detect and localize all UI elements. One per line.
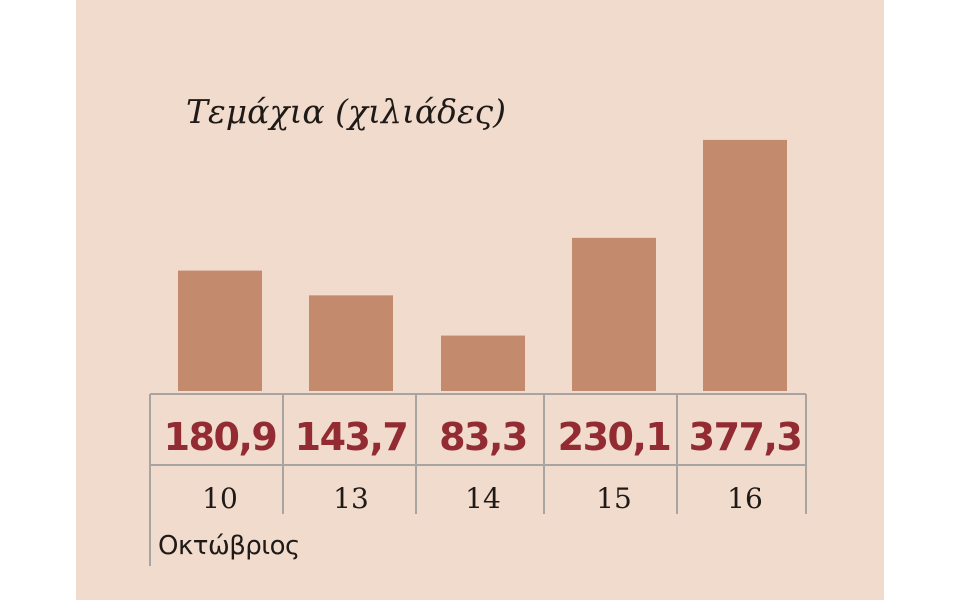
category-label-13: 13 — [333, 482, 369, 515]
value-label-10: 180,9 — [164, 415, 277, 459]
value-label-16: 377,3 — [689, 415, 802, 459]
value-label-15: 230,1 — [558, 415, 671, 459]
bar-14 — [441, 335, 525, 391]
category-label-16: 16 — [727, 482, 763, 515]
bar-chart: 180,9 10 143,7 13 83,3 14 230,1 15 377,3 16 — [149, 139, 807, 566]
bar-13 — [309, 295, 393, 391]
bar-15 — [572, 237, 656, 391]
category-label-10: 10 — [202, 482, 238, 515]
bar-16 — [703, 139, 787, 391]
bar-10 — [178, 270, 262, 391]
category-label-15: 15 — [596, 482, 632, 515]
value-label-14: 83,3 — [439, 415, 527, 459]
category-label-14: 14 — [465, 482, 501, 515]
value-label-13: 143,7 — [295, 415, 408, 459]
chart-panel: Τεμάχια (χιλιάδες) 180,9 10 143,7 13 83,3 14 2… — [76, 0, 884, 600]
x-axis-label: Οκτώβριος — [158, 531, 300, 561]
chart-title: Τεμάχια (χιλιάδες) — [186, 92, 507, 131]
